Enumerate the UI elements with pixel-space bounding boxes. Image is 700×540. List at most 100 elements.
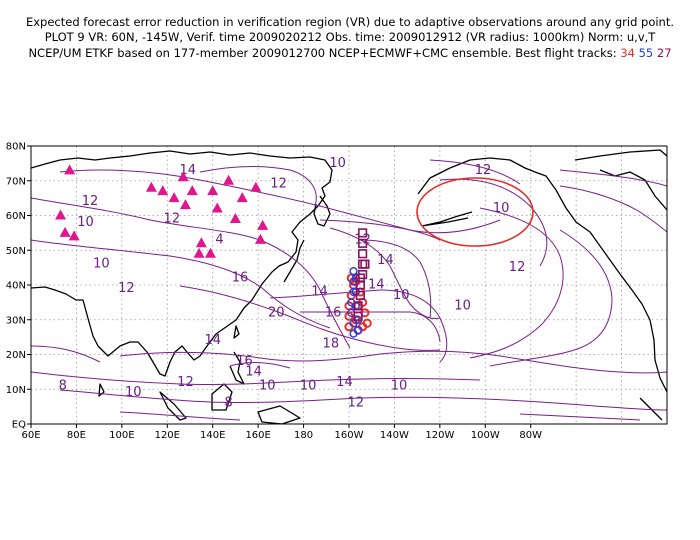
contour-12-gulf [439,178,548,267]
contour-label: 14 [377,253,394,268]
error-reduction-contours [31,159,667,421]
track-27-point [353,311,363,321]
lat-tick-label: 30N [6,315,26,326]
observation-site-triangle [193,247,205,258]
coast-hudson-bay [599,169,667,211]
lat-tick-label: 60N [6,211,26,222]
contour-label: 14 [368,277,385,292]
observation-site-triangle [59,226,71,237]
contour-label: 12 [348,396,365,411]
lon-tick-label: 100E [109,430,134,441]
header-line-3: NCEP/UM ETKF based on 177-member 2009012… [0,46,700,60]
contour-14-mid [179,285,441,351]
contour-label: 10 [393,288,410,303]
contour-10-south [119,350,667,374]
lon-tick-label: 140W [380,430,409,441]
contour-label: 8 [59,378,67,393]
observation-site-triangle [168,192,180,203]
contour-20 [329,227,441,319]
observation-site-triangle [157,185,169,196]
observation-site-triangle [250,181,262,192]
observation-site-triangle [257,219,269,230]
track-34-label: 34 [620,46,635,60]
observation-site-triangle [68,230,80,241]
lat-tick-label: 10N [6,385,26,396]
lon-tick-label: 60E [21,430,40,441]
observation-site-triangle [179,199,191,210]
contour-10-nepac [429,159,521,185]
contour-12-mid [31,239,331,329]
coast-central-america [639,397,663,421]
lon-tick-label: 120W [425,430,454,441]
lon-tick-label: 120E [155,430,180,441]
contour-label: 12 [118,281,135,296]
contour-label: 10 [329,156,346,171]
contour-label: 12 [475,163,492,178]
contour-label: 14 [245,364,262,379]
track-27-point [355,290,365,301]
contour-label: 12 [82,194,99,209]
coast-alaska [417,157,667,393]
coast-taiwan [233,325,240,339]
contour-12-north [59,169,501,234]
contour-label: 10 [454,298,471,313]
track-27-point [355,273,365,283]
contour-10-canada [559,185,667,233]
lon-tick-label: 80E [67,430,86,441]
contour-label: 10 [300,378,317,393]
track-27-point [358,238,368,248]
observation-site-triangle [177,171,189,182]
header-line-3-text: NCEP/UM ETKF based on 177-member 2009012… [28,46,617,60]
contour-label: 16 [325,305,342,320]
coast-borneo [211,383,233,411]
track-27-point [358,249,368,259]
track-27-point [353,301,363,311]
contour-label: 10 [125,385,142,400]
lat-tick-label: 40N [6,281,26,292]
lon-tick-label: 160E [245,430,270,441]
coast-philippines [229,351,245,385]
coast-eurasia-north [31,150,333,377]
observation-site-triangle [254,233,266,244]
track-27-point [358,228,368,238]
coast-kamchatka [313,195,331,227]
lon-tick-label: 100W [471,430,500,441]
contour-label: 10 [259,378,276,393]
contour-label: 14 [336,375,353,390]
contour-12-canada [559,169,667,187]
contour-14-east [319,219,441,241]
observation-site-triangle [204,247,216,258]
contour-label: 12 [164,211,181,226]
observation-site-triangle [64,164,76,175]
contour-10 [31,197,351,349]
contour-label: 16 [232,271,249,286]
coast-arctic-islands [574,149,667,161]
contour-label: 8 [224,396,232,411]
contour-label: 12 [177,375,194,390]
lat-tick-label: 80N [6,142,26,153]
observation-site-triangle [236,192,248,203]
coast-sumatra [159,391,187,421]
verification-region-circle [416,177,534,247]
lat-tick-label: EQ [12,420,26,431]
observation-site-triangle [145,181,157,192]
observation-site-triangle [207,185,219,196]
contour-10-eq [59,389,667,411]
lat-tick-label: 50N [6,246,26,257]
track-27-point [360,259,370,269]
track-55-label: 55 [638,46,654,60]
observation-site-triangle [223,174,235,185]
coastlines [31,149,667,424]
contour-label: 16 [236,354,253,369]
lat-tick-label: 70N [6,176,26,187]
contour-10-epac [469,207,564,359]
track-55-point [353,326,363,335]
contour-label: 14 [204,333,221,348]
contour-12-epac [489,229,613,367]
contour-12-south [31,371,481,386]
contour-18 [299,311,441,343]
observation-site-triangle [229,212,241,223]
contour-8-eq [519,413,641,421]
observation-sites [55,164,269,258]
